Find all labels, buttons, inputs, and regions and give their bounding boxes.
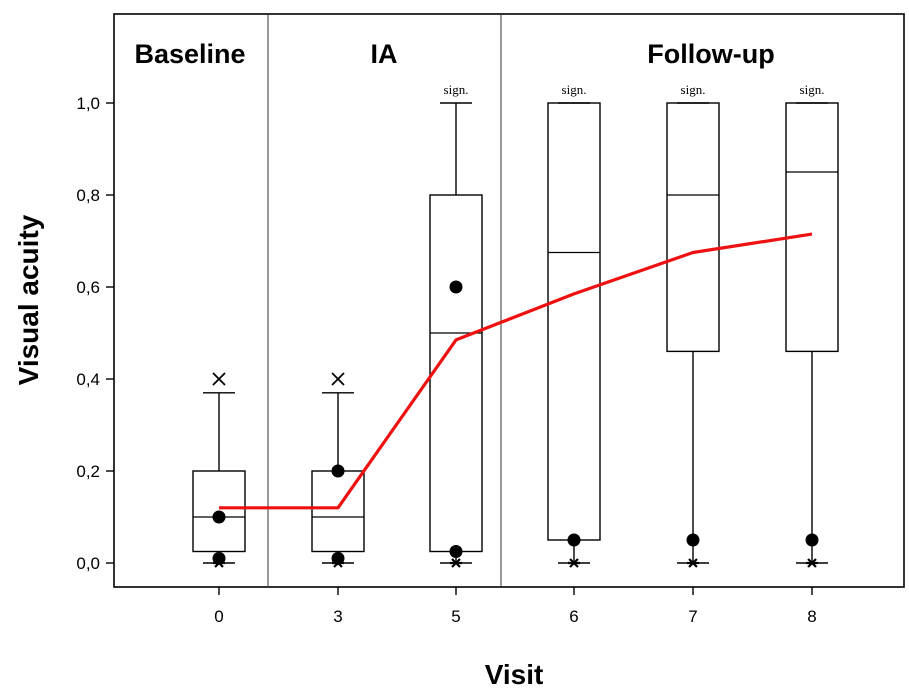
extreme-star-marker — [213, 558, 225, 568]
boxplot-visit-6: sign. — [547, 82, 601, 568]
significance-label: sign. — [444, 82, 469, 97]
y-axis-title: Visual acuity — [13, 214, 44, 385]
x-axis-title: Visit — [485, 659, 544, 690]
x-tick-label: 6 — [569, 607, 578, 626]
extreme-star-marker — [687, 558, 699, 568]
extreme-star-marker — [450, 558, 462, 568]
outlier-dot — [567, 533, 581, 547]
significance-label: sign. — [562, 82, 587, 97]
outlier-dot — [331, 464, 345, 478]
outlier-x-marker — [331, 372, 345, 386]
y-tick-label: 0,2 — [76, 462, 100, 481]
box — [666, 102, 720, 353]
x-tick-label: 3 — [333, 607, 342, 626]
outlier-dot — [449, 545, 463, 558]
boxplots: sign. sign. sign. sign. — [192, 82, 839, 568]
mean-line-layer — [219, 232, 813, 510]
box — [785, 102, 839, 353]
plot-frame — [113, 13, 905, 588]
box — [192, 470, 246, 553]
boxplot-visit-0 — [192, 372, 246, 568]
x-tick-label: 8 — [807, 607, 816, 626]
boxplot-visit-5: sign. — [429, 82, 483, 568]
phase-label-baseline: Baseline — [134, 39, 245, 69]
extreme-star-marker — [332, 558, 344, 568]
boxplot-visit-7: sign. — [666, 82, 720, 568]
x-tick-label: 5 — [451, 607, 460, 626]
outlier-dot — [686, 533, 700, 547]
x-axis-ticks: 0 3 5 6 7 8 — [214, 587, 817, 626]
x-tick-label: 7 — [688, 607, 697, 626]
y-tick-label: 1,0 — [76, 94, 100, 113]
box — [429, 194, 483, 553]
boxplot-visit-3 — [311, 372, 365, 568]
x-tick-label: 0 — [214, 607, 223, 626]
box — [547, 102, 601, 541]
y-tick-label: 0,8 — [76, 186, 100, 205]
outlier-x-marker — [212, 372, 226, 386]
y-tick-label: 0,4 — [76, 370, 100, 389]
outlier-dot — [805, 533, 819, 547]
outlier-dot — [212, 551, 226, 565]
y-tick-label: 0,0 — [76, 554, 100, 573]
outlier-dot — [212, 510, 226, 524]
phase-label-ia: IA — [371, 39, 398, 69]
significance-label: sign. — [681, 82, 706, 97]
outlier-dot — [331, 551, 345, 565]
boxplot-visit-8: sign. — [785, 82, 839, 568]
outlier-dot — [449, 280, 463, 294]
y-tick-label: 0,6 — [76, 278, 100, 297]
significance-label: sign. — [800, 82, 825, 97]
mean-trend-line — [219, 232, 813, 510]
extreme-star-marker — [568, 558, 580, 568]
extreme-star-marker — [806, 558, 818, 568]
y-axis-ticks: 0,0 0,2 0,4 0,6 0,8 1,0 — [76, 94, 114, 573]
phase-label-follow-up: Follow-up — [647, 39, 774, 69]
